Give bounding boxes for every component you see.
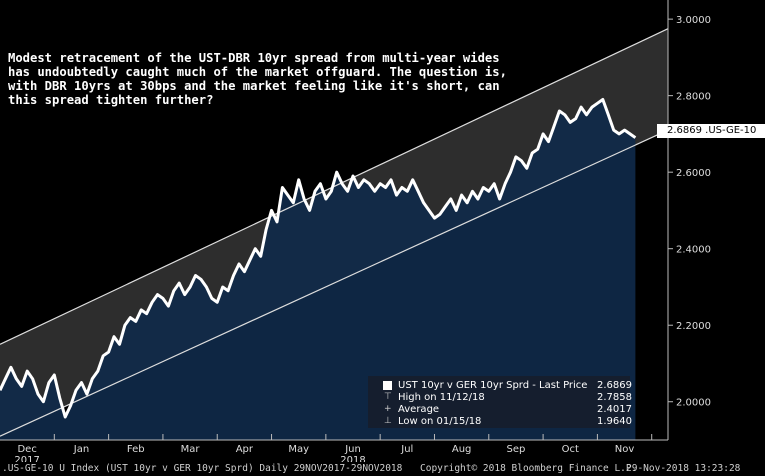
legend-series-name: UST 10yr v GER 10yr Sprd - Last Price <box>398 380 588 391</box>
x-tick-label: Jul <box>400 444 413 455</box>
last-price-label: 2.6869 .US-GE-10 <box>657 124 765 138</box>
x-tick-label: May <box>288 444 309 455</box>
y-tick-label: 2.8000 <box>676 92 711 103</box>
series-area <box>0 99 636 440</box>
average-marker-icon: + <box>384 404 392 414</box>
legend-last-price: 2.6869 <box>597 380 632 391</box>
footer-copyright: Copyright© 2018 Bloomberg Finance L.P. <box>420 463 638 474</box>
legend-high-value: 2.7858 <box>597 392 632 403</box>
y-tick-label: 2.6000 <box>676 168 711 179</box>
y-tick-label: 3.0000 <box>676 15 711 26</box>
x-tick-label: Jun <box>344 444 361 455</box>
chart-annotation: Modest retracement of the UST-DBR 10yr s… <box>8 51 507 107</box>
legend-low-value: 1.9640 <box>597 416 632 427</box>
x-tick-label: Apr <box>236 444 254 455</box>
high-marker-icon: ⊤ <box>384 392 392 402</box>
x-tick-label: Aug <box>452 444 472 455</box>
legend-high-label: High on 11/12/18 <box>398 392 485 403</box>
y-tick-label: 2.2000 <box>676 321 711 332</box>
legend-title-row: UST 10yr v GER 10yr Sprd - Last Price 2.… <box>368 379 632 392</box>
low-marker-icon: ⊥ <box>384 416 392 426</box>
x-year-label: 2018 <box>340 455 365 466</box>
axes: 2.00002.20002.40002.60002.80003.0000Dec2… <box>0 0 711 466</box>
x-tick-label: Jan <box>73 444 89 455</box>
legend-swatch <box>383 381 392 390</box>
plot-area <box>0 28 669 440</box>
x-tick-label: Mar <box>181 444 201 455</box>
channel-lower-line <box>0 129 669 437</box>
footer-timestamp: 29-Nov-2018 13:23:28 <box>626 463 741 474</box>
x-tick-label: Sep <box>507 444 526 455</box>
y-tick-label: 2.4000 <box>676 245 711 256</box>
footer-index-info: .US-GE-10 U Index (UST 10yr v GER 10yr S… <box>2 463 403 474</box>
x-tick-label: Nov <box>615 444 635 455</box>
footer-bar: .US-GE-10 U Index (UST 10yr v GER 10yr S… <box>0 462 765 476</box>
y-tick-label: 2.0000 <box>676 398 711 409</box>
x-tick-label: Oct <box>562 444 579 455</box>
legend: UST 10yr v GER 10yr Sprd - Last Price 2.… <box>368 376 632 428</box>
legend-average-label: Average <box>398 404 440 415</box>
x-tick-label: Feb <box>127 444 145 455</box>
legend-average-row: + Average 2.4017 <box>368 403 632 416</box>
series-line <box>0 98 637 419</box>
legend-low-row: ⊥ Low on 01/15/18 1.9640 <box>368 415 632 428</box>
x-tick-label: Dec <box>17 444 36 455</box>
legend-average-value: 2.4017 <box>597 404 632 415</box>
legend-high-row: ⊤ High on 11/12/18 2.7858 <box>368 391 632 404</box>
legend-low-label: Low on 01/15/18 <box>398 416 482 427</box>
x-year-label: 2017 <box>14 455 39 466</box>
